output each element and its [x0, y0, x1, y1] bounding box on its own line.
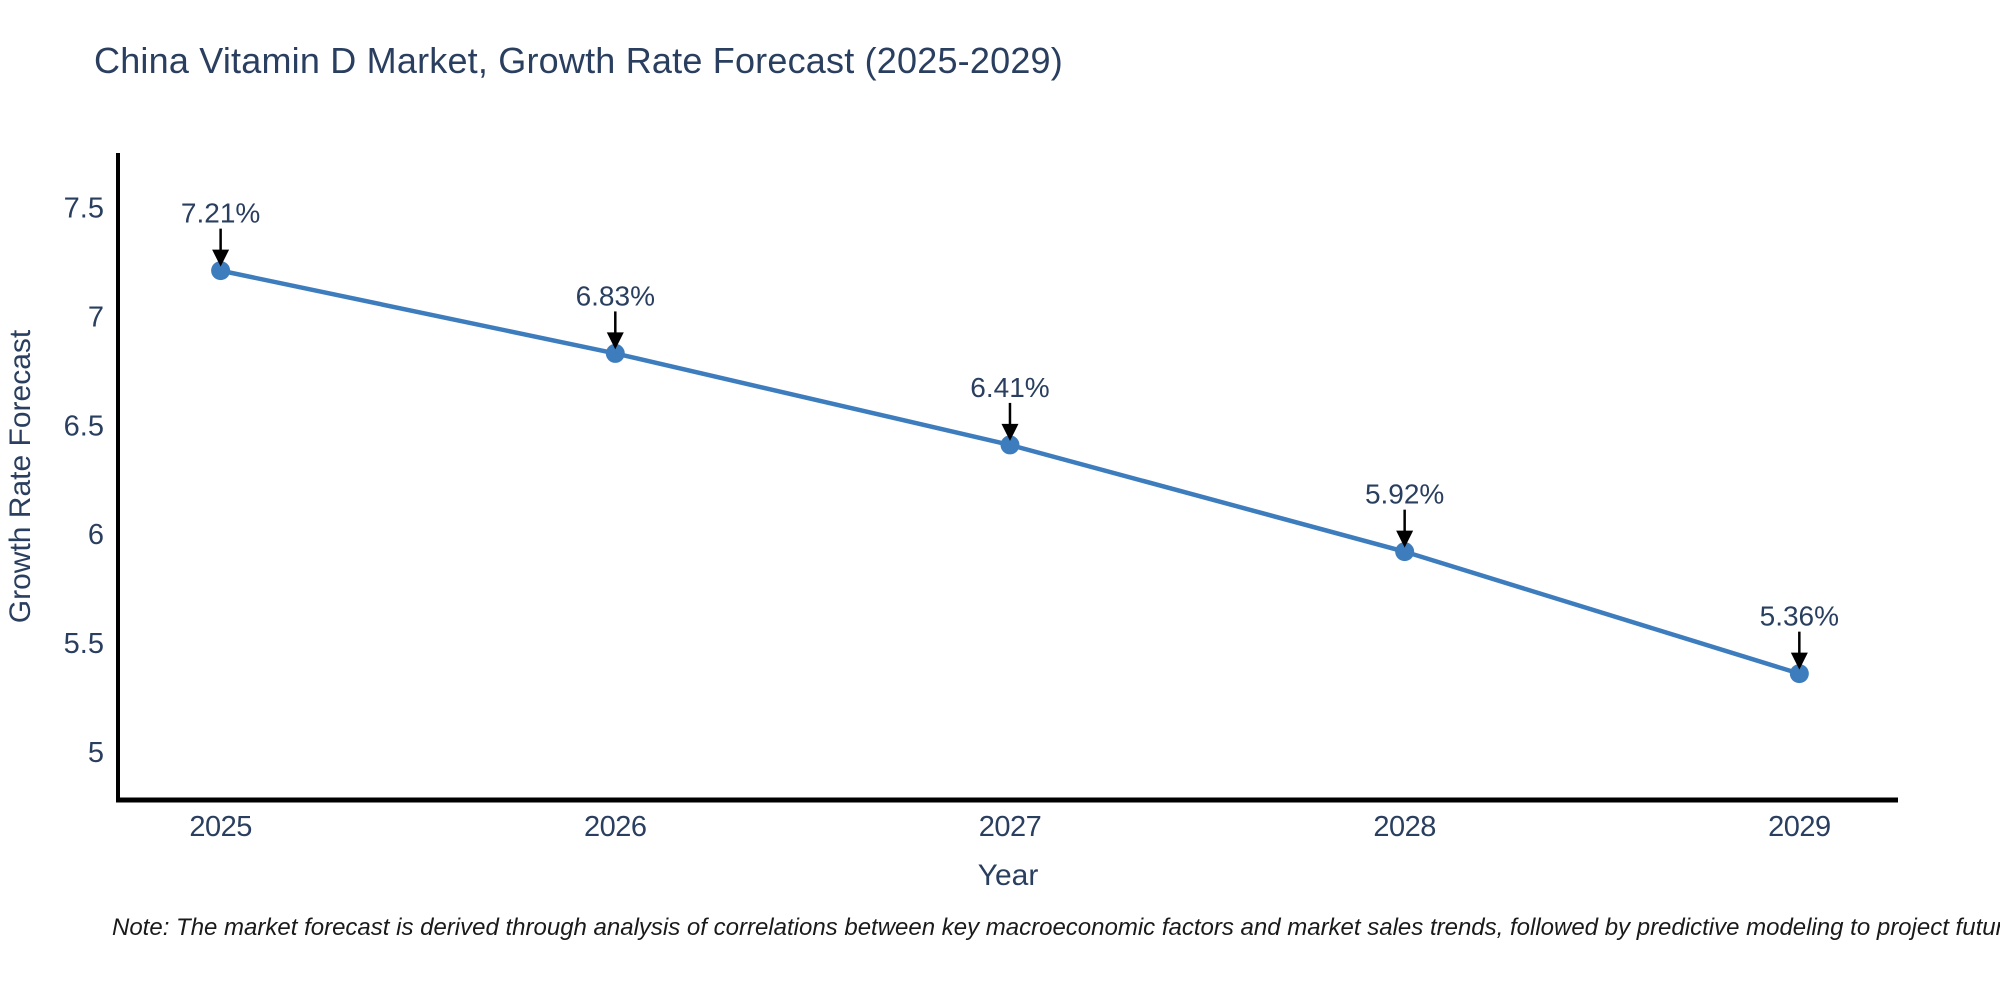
annotation-label: 5.92%	[1365, 479, 1444, 510]
x-tick-label: 2026	[584, 811, 647, 843]
x-tick-label: 2025	[189, 811, 252, 843]
annotation-label: 6.41%	[970, 372, 1049, 403]
y-axis-title: Growth Rate Forecast	[4, 329, 37, 623]
data-point-marker	[211, 261, 231, 281]
data-point-marker	[605, 343, 625, 363]
y-tick-label: 5.5	[64, 628, 104, 660]
y-tick-label: 5	[88, 737, 104, 769]
annotation-arrowhead-icon	[212, 249, 230, 267]
y-tick-label: 6.5	[64, 410, 104, 442]
data-point-marker	[1395, 542, 1415, 562]
data-point-marker	[1789, 664, 1809, 684]
x-tick-label: 2029	[1768, 811, 1831, 843]
x-tick-label: 2028	[1373, 811, 1436, 843]
annotation-label: 5.36%	[1760, 601, 1839, 632]
series-line	[218, 268, 1802, 676]
annotation-arrowhead-icon	[606, 332, 624, 350]
annotation-arrowhead-icon	[1001, 423, 1019, 441]
y-tick-label: 6	[88, 519, 104, 551]
x-tick-label: 2027	[979, 811, 1042, 843]
annotation-label: 7.21%	[181, 198, 260, 229]
chart-title: China Vitamin D Market, Growth Rate Fore…	[94, 40, 1063, 81]
x-axis-title: Year	[978, 859, 1039, 892]
annotation-arrowhead-icon	[1790, 652, 1808, 670]
annotation-arrowhead-icon	[1396, 530, 1414, 548]
y-tick-label: 7	[88, 301, 104, 333]
chart-footnote: Note: The market forecast is derived thr…	[112, 914, 2000, 941]
annotation-label: 6.83%	[576, 280, 655, 311]
data-point-marker	[1000, 435, 1020, 455]
y-tick-label: 7.5	[64, 192, 104, 224]
